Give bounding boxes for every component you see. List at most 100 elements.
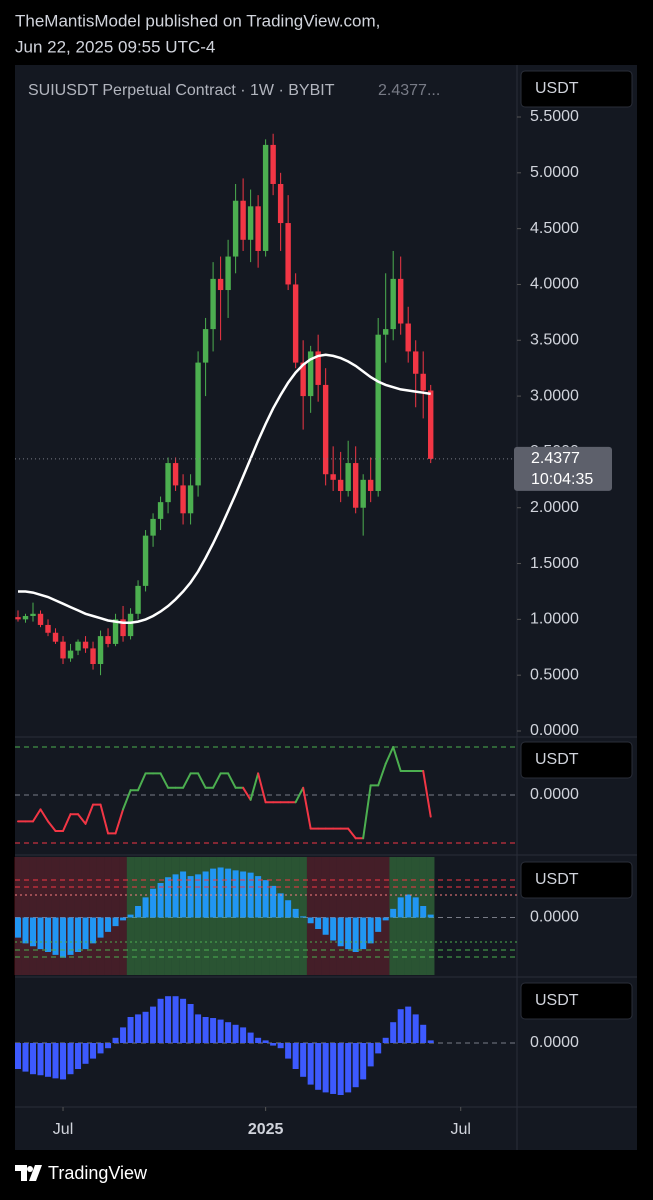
- histogram-bar: [15, 1043, 22, 1069]
- oscillator-segment: [182, 772, 192, 789]
- regime-background: [314, 857, 322, 975]
- candle-body: [45, 624, 51, 633]
- histogram-bar: [90, 917, 97, 944]
- oscillator-segment: [392, 746, 402, 772]
- regime-background: [81, 857, 90, 975]
- histogram-bar: [262, 880, 269, 918]
- histogram-bar: [67, 917, 74, 955]
- histogram-bar: [45, 1043, 52, 1077]
- histogram-bar: [150, 1006, 157, 1043]
- regime-background: [104, 857, 112, 975]
- candle-body: [225, 256, 231, 291]
- oscillator-segment: [39, 808, 50, 823]
- oscillator-segment: [257, 772, 267, 804]
- candle-body: [202, 329, 209, 363]
- regime-background: [374, 857, 382, 975]
- footer-brand: TradingView: [48, 1163, 148, 1183]
- candle-body: [135, 585, 141, 614]
- histogram-bar: [142, 1011, 149, 1043]
- candle-body: [52, 632, 59, 642]
- histogram-bar: [60, 1043, 67, 1080]
- histogram-bar: [187, 876, 194, 918]
- regime-background: [89, 857, 97, 975]
- histogram-bar: [330, 917, 337, 941]
- candle-body: [210, 278, 216, 330]
- y-tick-label: 1.5000: [530, 555, 579, 572]
- histogram-bar: [352, 917, 359, 952]
- y-tick-label: 0.5000: [530, 666, 579, 683]
- histogram-bar: [255, 1037, 262, 1043]
- histogram-bar: [270, 1043, 277, 1046]
- candle-body: [90, 648, 96, 665]
- candle-body: [262, 144, 269, 251]
- histogram-bar: [120, 1027, 127, 1043]
- y-tick-label: 0.0000: [530, 786, 579, 803]
- histogram-bar: [187, 1004, 194, 1043]
- histogram-bar: [240, 871, 247, 918]
- histogram-bar: [90, 1043, 97, 1059]
- histogram-bar: [15, 917, 22, 938]
- regime-background: [66, 857, 75, 975]
- histogram-bar: [67, 1043, 74, 1075]
- histogram-bar: [112, 917, 119, 927]
- histogram-bar: [37, 917, 44, 950]
- logo-dot: [27, 1166, 33, 1172]
- candle-body: [397, 278, 404, 324]
- oscillator-segment: [347, 827, 357, 840]
- candle-body: [172, 463, 179, 486]
- candle-body: [15, 617, 21, 620]
- histogram-bar: [22, 1043, 29, 1072]
- histogram-bar: [367, 1043, 374, 1067]
- histogram-bar: [45, 917, 52, 952]
- histogram-bar: [412, 897, 419, 918]
- histogram-bar: [277, 893, 284, 918]
- oscillator-segment: [62, 813, 72, 832]
- histogram-bar: [375, 1043, 382, 1054]
- candle-body: [300, 362, 306, 397]
- histogram-bar: [172, 874, 179, 918]
- candle-body: [67, 650, 74, 659]
- oscillator-segment: [362, 784, 372, 840]
- histogram-bar: [60, 917, 67, 958]
- candle-body: [367, 479, 374, 491]
- regime-background: [306, 857, 315, 975]
- candle-body: [322, 384, 329, 475]
- histogram-bar: [180, 998, 187, 1043]
- histogram-bar: [427, 914, 434, 918]
- regime-background: [366, 857, 375, 975]
- y-tick-label: 2.0000: [530, 499, 579, 516]
- histogram-bar: [397, 897, 404, 918]
- candle-body: [165, 463, 171, 503]
- marks: 0.00000.50001.00001.50002.00002.50003.00…: [14, 70, 633, 1138]
- histogram-bar: [300, 916, 307, 918]
- histogram-bar: [405, 1006, 412, 1043]
- histogram-bar: [315, 1043, 322, 1090]
- histogram-bar: [397, 1009, 404, 1043]
- histogram-bar: [405, 894, 412, 918]
- candle-body: [270, 144, 276, 184]
- candle-body: [150, 518, 156, 536]
- histogram-bar: [217, 867, 224, 918]
- moving-average: [18, 353, 431, 624]
- x-tick-label: Jul: [53, 1121, 73, 1138]
- histogram-bar: [52, 1043, 59, 1079]
- unit-label: USDT: [535, 751, 579, 768]
- histogram-bar: [367, 917, 374, 944]
- regime-background: [329, 857, 337, 975]
- regime-background: [119, 857, 127, 975]
- oscillator-segment: [302, 786, 312, 830]
- oscillator-segment: [212, 772, 222, 789]
- histogram-bar: [285, 900, 292, 918]
- oscillator-segment: [377, 762, 387, 787]
- unit-box: [520, 741, 633, 779]
- candle-body: [285, 223, 291, 285]
- candle-body: [292, 284, 299, 363]
- candle-body: [37, 613, 44, 625]
- symbol-price: 2.4377...: [378, 82, 440, 99]
- candle-body: [360, 479, 366, 508]
- histogram-bar: [225, 868, 232, 918]
- candle-body: [352, 463, 359, 508]
- candle-body: [240, 200, 246, 240]
- candle-body: [428, 390, 434, 459]
- oscillator-segment: [84, 803, 95, 825]
